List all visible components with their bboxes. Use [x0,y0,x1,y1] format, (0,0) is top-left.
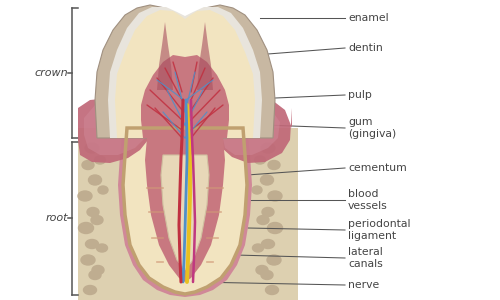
Polygon shape [222,102,280,155]
Ellipse shape [86,239,98,248]
Ellipse shape [266,286,278,295]
Ellipse shape [94,156,106,164]
Polygon shape [123,128,247,294]
Ellipse shape [180,281,190,289]
Ellipse shape [254,156,266,164]
Text: enamel: enamel [348,13,389,23]
Polygon shape [115,10,255,138]
Ellipse shape [268,160,280,169]
Ellipse shape [267,255,281,265]
Ellipse shape [96,244,108,252]
Ellipse shape [190,234,200,242]
Ellipse shape [262,239,274,248]
Text: nerve: nerve [348,280,380,290]
Text: root: root [46,213,68,223]
Ellipse shape [85,143,99,153]
Ellipse shape [78,223,94,233]
Polygon shape [118,128,252,297]
Ellipse shape [169,263,181,272]
Ellipse shape [262,208,274,217]
Text: pulp: pulp [348,90,372,100]
Ellipse shape [260,175,274,185]
Text: lateral
canals: lateral canals [348,247,383,269]
Text: blood
vessels: blood vessels [348,189,388,211]
Text: cementum: cementum [348,163,407,173]
Ellipse shape [252,186,262,194]
Text: crown: crown [34,68,68,78]
Ellipse shape [261,271,273,280]
Ellipse shape [185,266,195,274]
Text: dentin: dentin [348,43,383,53]
Polygon shape [157,22,173,90]
Ellipse shape [261,143,275,153]
Ellipse shape [256,266,268,274]
Ellipse shape [252,244,264,252]
Polygon shape [108,7,262,138]
Ellipse shape [92,266,104,274]
Ellipse shape [268,191,282,201]
Ellipse shape [89,271,101,280]
Ellipse shape [169,230,181,239]
Ellipse shape [87,208,99,217]
Ellipse shape [91,215,103,224]
Polygon shape [220,98,292,163]
Polygon shape [161,155,209,270]
Ellipse shape [78,191,92,201]
Polygon shape [197,22,213,90]
Ellipse shape [84,286,96,295]
Polygon shape [95,5,275,138]
Polygon shape [84,102,148,155]
Polygon shape [78,98,150,163]
Ellipse shape [88,175,102,185]
Polygon shape [145,138,225,282]
Ellipse shape [82,160,94,169]
FancyBboxPatch shape [78,128,298,300]
Ellipse shape [257,215,269,224]
Ellipse shape [98,186,108,194]
Text: periodontal
ligament: periodontal ligament [348,219,410,241]
Ellipse shape [268,223,282,233]
Ellipse shape [81,255,95,265]
Ellipse shape [180,248,190,256]
Polygon shape [141,55,229,138]
Text: gum
(gingiva): gum (gingiva) [348,117,396,139]
